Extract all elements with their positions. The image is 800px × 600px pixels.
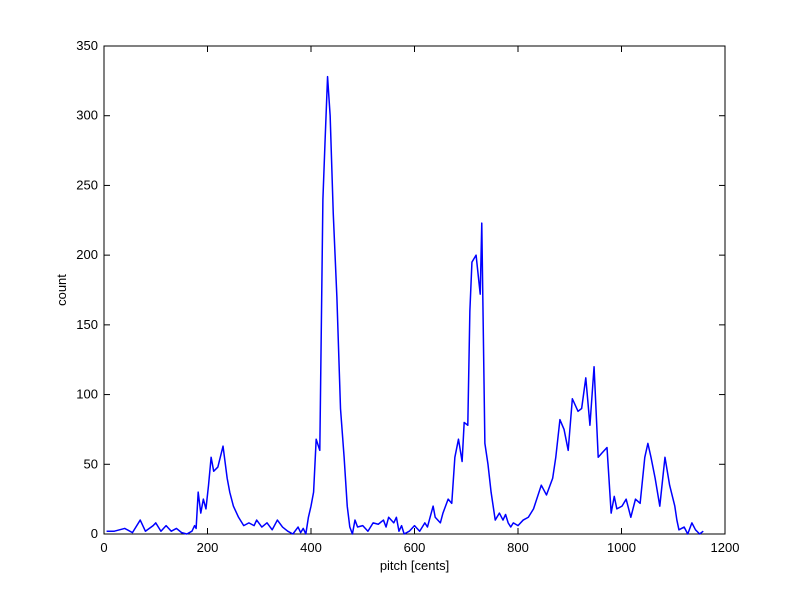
x-tick-label: 1000 bbox=[607, 540, 636, 555]
y-axis-label: count bbox=[54, 274, 69, 306]
y-tick-label: 100 bbox=[76, 387, 98, 402]
x-tick-label: 800 bbox=[507, 540, 529, 555]
x-tick-label: 1200 bbox=[711, 540, 740, 555]
x-axis-label: pitch [cents] bbox=[380, 558, 449, 573]
y-tick-label: 150 bbox=[76, 317, 98, 332]
y-tick-label: 350 bbox=[76, 38, 98, 53]
x-tick-label: 0 bbox=[100, 540, 107, 555]
x-tick-label: 200 bbox=[197, 540, 219, 555]
x-tick-label: 400 bbox=[300, 540, 322, 555]
y-tick-label: 50 bbox=[84, 456, 98, 471]
data-line bbox=[106, 75, 704, 535]
plot-area bbox=[103, 45, 726, 535]
y-tick-label: 200 bbox=[76, 247, 98, 262]
y-tick-label: 250 bbox=[76, 177, 98, 192]
x-tick-label: 600 bbox=[404, 540, 426, 555]
y-tick-label: 0 bbox=[91, 526, 98, 541]
y-tick-label: 300 bbox=[76, 108, 98, 123]
